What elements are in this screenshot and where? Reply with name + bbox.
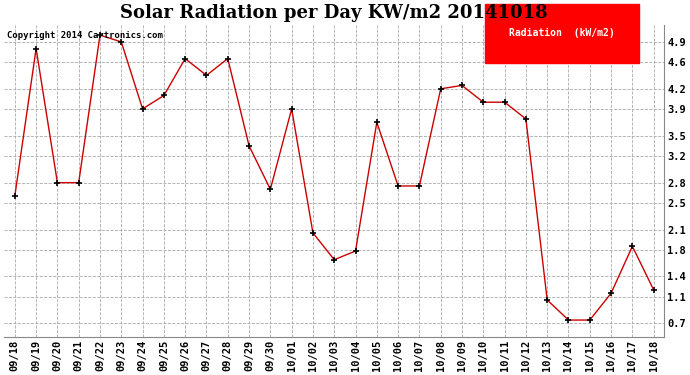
- Text: Copyright 2014 Cartronics.com: Copyright 2014 Cartronics.com: [8, 32, 164, 40]
- Title: Solar Radiation per Day KW/m2 20141018: Solar Radiation per Day KW/m2 20141018: [121, 4, 548, 22]
- Text: Radiation  (kW/m2): Radiation (kW/m2): [509, 28, 615, 38]
